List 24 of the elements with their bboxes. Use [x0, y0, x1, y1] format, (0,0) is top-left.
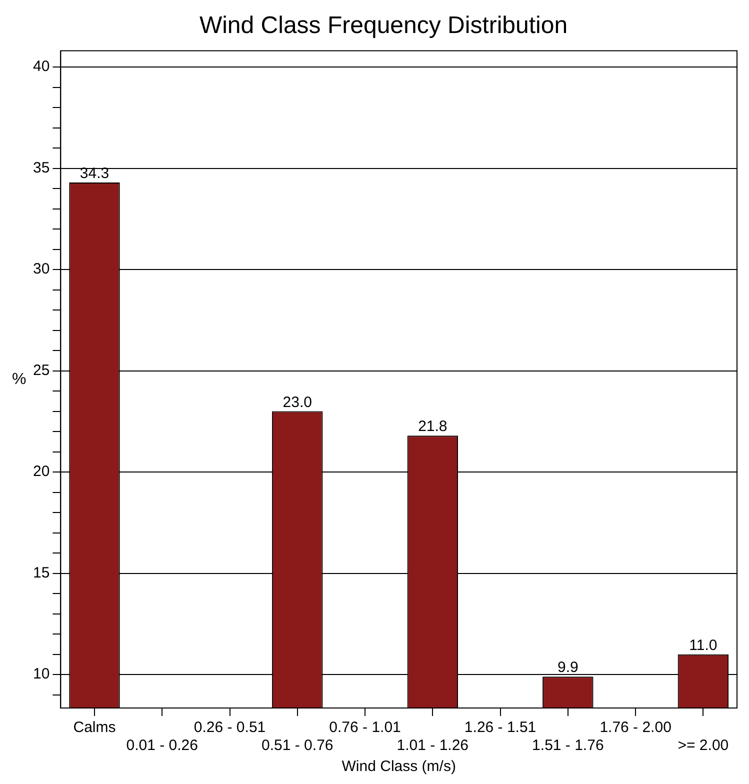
- data-label: 11.0: [689, 636, 718, 654]
- data-label: 9.9: [557, 659, 578, 676]
- data-label: 23.0: [282, 394, 312, 411]
- y-tick-label: 20: [32, 463, 50, 480]
- x-tick-label: 0.51 - 0.76: [262, 737, 334, 754]
- y-tick-label: 35: [32, 159, 50, 176]
- y-tick-label: 30: [32, 260, 50, 278]
- x-tick-label: 0.26 - 0.51: [194, 719, 266, 736]
- x-tick-label: 1.01 - 1.26: [396, 737, 469, 754]
- data-label: 21.8: [418, 418, 448, 436]
- x-axis-title: Wind Class (m/s): [342, 758, 456, 776]
- x-tick-label: 0.76 - 1.01: [329, 719, 401, 736]
- x-tick-label: 1.26 - 1.51: [464, 719, 536, 736]
- chart-title: Wind Class Frequency Distribution: [199, 12, 568, 40]
- x-tick-label: >= 2.00: [678, 737, 729, 754]
- x-tick-label: Calms: [73, 719, 116, 736]
- y-tick-label: 10: [32, 666, 50, 683]
- y-tick-label: 40: [32, 58, 50, 76]
- y-tick-label: 25: [32, 362, 50, 379]
- x-tick-label: 0.01 - 0.26: [126, 737, 198, 754]
- y-axis-title: %: [12, 370, 26, 388]
- x-tick-label: 1.76 - 2.00: [600, 719, 672, 736]
- y-tick-label: 15: [32, 564, 50, 582]
- x-tick-label: 1.51 - 1.76: [532, 737, 604, 754]
